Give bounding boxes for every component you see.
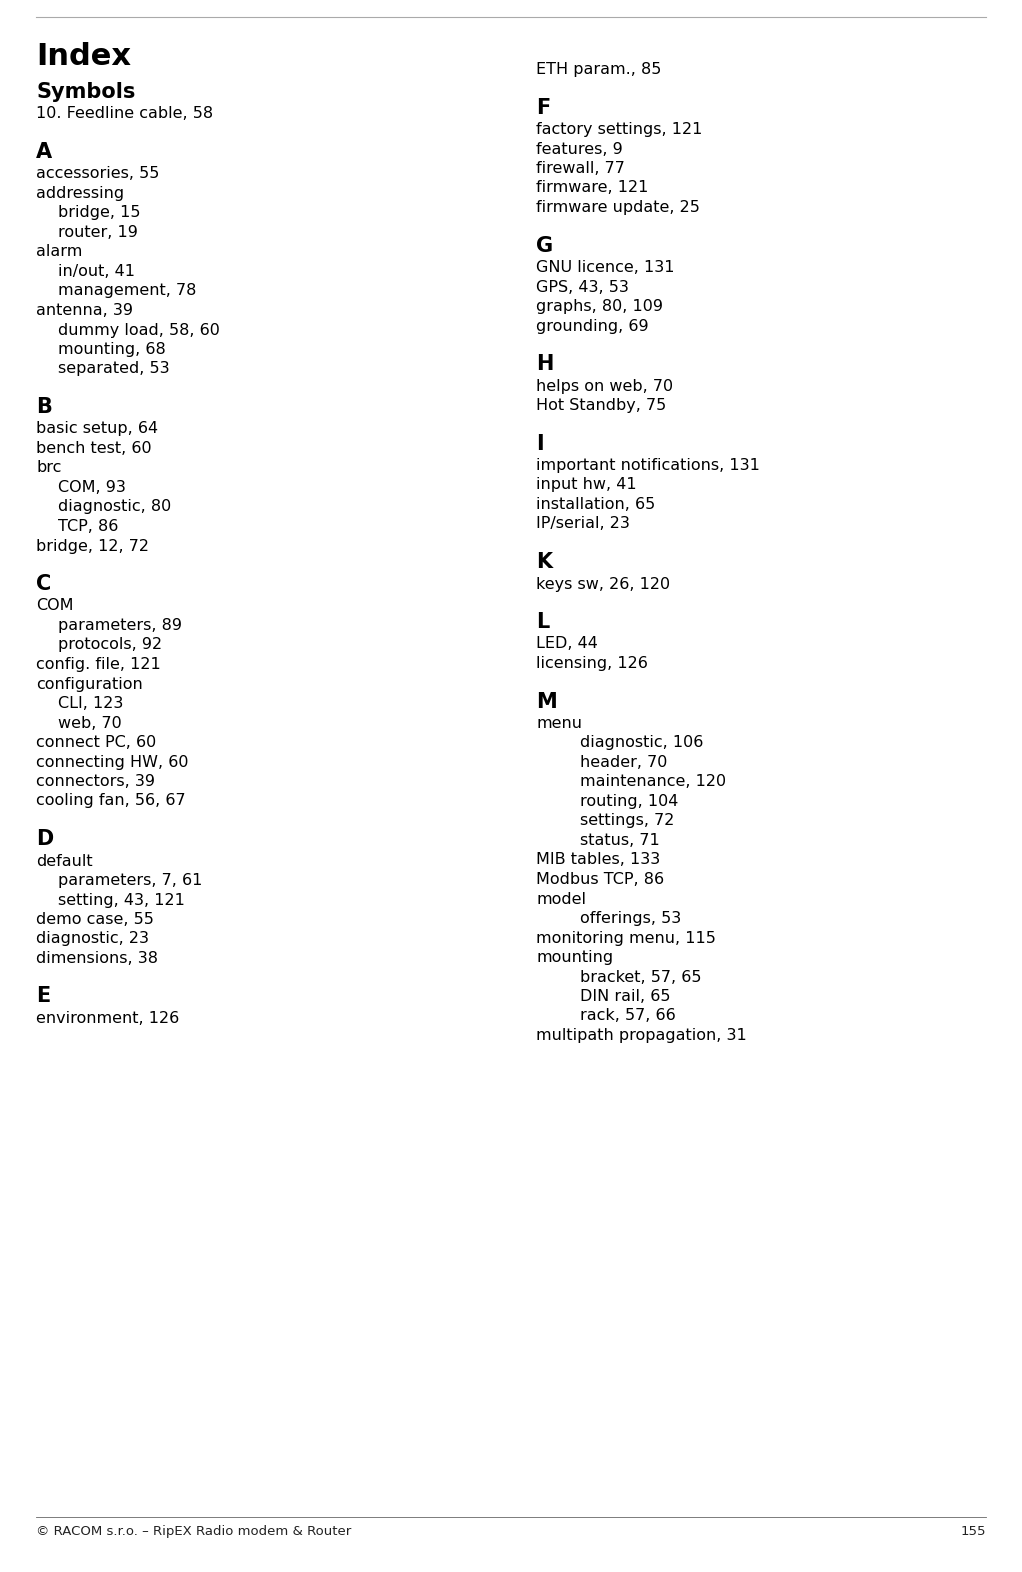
Text: important notifications, 131: important notifications, 131	[536, 457, 760, 473]
Text: 10. Feedline cable, 58: 10. Feedline cable, 58	[36, 107, 214, 121]
Text: COM: COM	[36, 599, 74, 613]
Text: MIB tables, 133: MIB tables, 133	[536, 852, 660, 868]
Text: environment, 126: environment, 126	[36, 1011, 179, 1027]
Text: protocols, 92: protocols, 92	[58, 638, 162, 652]
Text: Hot Standby, 75: Hot Standby, 75	[536, 398, 666, 413]
Text: rack, 57, 66: rack, 57, 66	[580, 1009, 676, 1023]
Text: installation, 65: installation, 65	[536, 497, 655, 512]
Text: firewall, 77: firewall, 77	[536, 160, 624, 176]
Text: firmware update, 25: firmware update, 25	[536, 200, 700, 215]
Text: routing, 104: routing, 104	[580, 794, 679, 810]
Text: features, 9: features, 9	[536, 141, 622, 157]
Text: parameters, 7, 61: parameters, 7, 61	[58, 872, 202, 888]
Text: settings, 72: settings, 72	[580, 813, 675, 828]
Text: dummy load, 58, 60: dummy load, 58, 60	[58, 322, 220, 338]
Text: B: B	[36, 398, 52, 417]
Text: C: C	[36, 574, 51, 594]
Text: Index: Index	[36, 42, 131, 71]
Text: diagnostic, 106: diagnostic, 106	[580, 736, 703, 750]
Text: DIN rail, 65: DIN rail, 65	[580, 989, 670, 1005]
Text: configuration: configuration	[36, 676, 143, 692]
Text: dimensions, 38: dimensions, 38	[36, 951, 158, 967]
Text: status, 71: status, 71	[580, 833, 660, 847]
Text: Modbus TCP, 86: Modbus TCP, 86	[536, 872, 664, 887]
Text: router, 19: router, 19	[58, 225, 138, 241]
Text: config. file, 121: config. file, 121	[36, 657, 160, 671]
Text: offerings, 53: offerings, 53	[580, 912, 682, 926]
Text: web, 70: web, 70	[58, 715, 122, 731]
Text: basic setup, 64: basic setup, 64	[36, 421, 158, 437]
Text: Symbols: Symbols	[36, 82, 135, 102]
Text: firmware, 121: firmware, 121	[536, 181, 648, 195]
Text: separated, 53: separated, 53	[58, 362, 170, 377]
Text: management, 78: management, 78	[58, 283, 196, 299]
Text: diagnostic, 23: diagnostic, 23	[36, 932, 149, 946]
Text: brc: brc	[36, 461, 61, 475]
Text: keys sw, 26, 120: keys sw, 26, 120	[536, 577, 670, 591]
Text: input hw, 41: input hw, 41	[536, 478, 637, 492]
Text: connecting HW, 60: connecting HW, 60	[36, 755, 188, 770]
Text: diagnostic, 80: diagnostic, 80	[58, 500, 172, 514]
Text: default: default	[36, 854, 93, 868]
Text: D: D	[36, 828, 53, 849]
Text: G: G	[536, 236, 553, 256]
Text: GNU licence, 131: GNU licence, 131	[536, 259, 675, 275]
Text: IP/serial, 23: IP/serial, 23	[536, 517, 630, 531]
Text: bridge, 12, 72: bridge, 12, 72	[36, 539, 149, 553]
Text: addressing: addressing	[36, 185, 124, 201]
Text: I: I	[536, 434, 544, 453]
Text: 155: 155	[961, 1525, 986, 1537]
Text: TCP, 86: TCP, 86	[58, 519, 119, 534]
Text: © RACOM s.r.o. – RipEX Radio modem & Router: © RACOM s.r.o. – RipEX Radio modem & Rou…	[36, 1525, 352, 1537]
Text: graphs, 80, 109: graphs, 80, 109	[536, 299, 663, 314]
Text: H: H	[536, 354, 553, 374]
Text: multipath propagation, 31: multipath propagation, 31	[536, 1028, 747, 1042]
Text: helps on web, 70: helps on web, 70	[536, 379, 673, 393]
Text: parameters, 89: parameters, 89	[58, 618, 182, 634]
Text: licensing, 126: licensing, 126	[536, 656, 648, 671]
Text: M: M	[536, 692, 557, 712]
Text: GPS, 43, 53: GPS, 43, 53	[536, 280, 629, 294]
Text: accessories, 55: accessories, 55	[36, 167, 159, 181]
Text: F: F	[536, 97, 550, 118]
Text: L: L	[536, 612, 549, 632]
Text: connect PC, 60: connect PC, 60	[36, 736, 156, 750]
Text: antenna, 39: antenna, 39	[36, 303, 133, 318]
Text: bench test, 60: bench test, 60	[36, 442, 151, 456]
Text: menu: menu	[536, 715, 582, 731]
Text: header, 70: header, 70	[580, 755, 667, 770]
Text: mounting: mounting	[536, 949, 613, 965]
Text: setting, 43, 121: setting, 43, 121	[58, 893, 185, 907]
Text: mounting, 68: mounting, 68	[58, 343, 166, 357]
Text: CLI, 123: CLI, 123	[58, 696, 124, 711]
Text: demo case, 55: demo case, 55	[36, 912, 154, 927]
Text: model: model	[536, 891, 586, 907]
Text: factory settings, 121: factory settings, 121	[536, 123, 702, 137]
Text: A: A	[36, 141, 52, 162]
Text: connectors, 39: connectors, 39	[36, 773, 155, 789]
Text: cooling fan, 56, 67: cooling fan, 56, 67	[36, 794, 186, 808]
Text: grounding, 69: grounding, 69	[536, 319, 649, 333]
Text: ETH param., 85: ETH param., 85	[536, 61, 661, 77]
Text: K: K	[536, 552, 552, 572]
Text: monitoring menu, 115: monitoring menu, 115	[536, 931, 715, 945]
Text: maintenance, 120: maintenance, 120	[580, 775, 726, 789]
Text: bracket, 57, 65: bracket, 57, 65	[580, 970, 701, 984]
Text: alarm: alarm	[36, 245, 83, 259]
Text: COM, 93: COM, 93	[58, 479, 126, 495]
Text: LED, 44: LED, 44	[536, 637, 598, 651]
Text: E: E	[36, 987, 50, 1006]
Text: bridge, 15: bridge, 15	[58, 206, 140, 220]
Text: in/out, 41: in/out, 41	[58, 264, 135, 278]
